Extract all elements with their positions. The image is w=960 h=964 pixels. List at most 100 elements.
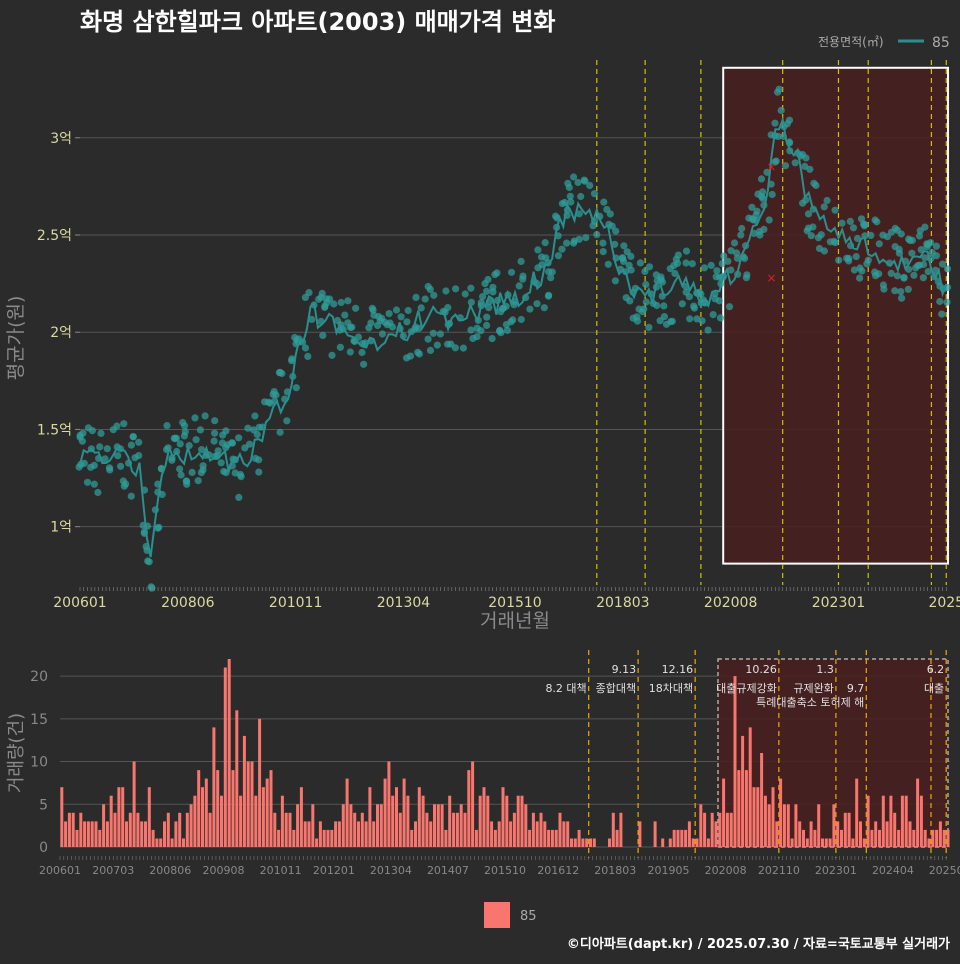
price-point	[558, 245, 566, 253]
price-point	[483, 321, 491, 329]
price-point	[900, 273, 908, 281]
price-point	[424, 335, 432, 343]
volume-bar	[163, 821, 166, 847]
volume-policy-lines	[588, 650, 947, 858]
price-point	[304, 352, 312, 360]
volume-bar	[318, 821, 322, 847]
volume-bar	[935, 829, 939, 847]
volume-bar	[436, 804, 440, 847]
price-point	[604, 260, 612, 268]
volume-x-tick-label: 200703	[92, 864, 134, 877]
volume-x-tick-label: 201510	[484, 864, 526, 877]
price-point	[642, 280, 650, 289]
price-point	[158, 490, 166, 499]
price-markers: ××	[767, 160, 777, 285]
price-outlier-marker: ×	[767, 271, 777, 285]
price-point	[932, 252, 941, 260]
price-point	[831, 206, 839, 214]
volume-bar	[250, 761, 254, 847]
volume-bar	[782, 804, 786, 847]
price-point	[352, 304, 360, 312]
volume-bar	[334, 821, 338, 847]
price-point	[785, 116, 794, 124]
volume-bar	[676, 829, 680, 847]
price-point	[599, 239, 607, 247]
price-y-tick-label: 1억	[50, 520, 72, 536]
price-point	[214, 447, 222, 455]
price-point	[809, 223, 817, 231]
price-point	[858, 267, 866, 275]
price-point	[147, 583, 155, 591]
price-point	[867, 231, 875, 239]
price-point	[939, 260, 947, 268]
price-point	[853, 234, 862, 243]
price-point	[237, 473, 245, 481]
volume-x-tick-label: 201011	[260, 864, 302, 877]
volume-bar	[166, 812, 170, 847]
price-point	[117, 462, 125, 470]
volume-bar	[684, 829, 688, 847]
volume-x-tick-label: 202301	[815, 864, 857, 877]
volume-bar	[756, 787, 760, 847]
price-point	[606, 210, 614, 218]
volume-bar	[938, 821, 942, 847]
volume-bar	[444, 829, 448, 847]
chart-title: 화명 삼한힐파크 아파트(2003) 매매가격 변화	[80, 8, 555, 36]
top-legend-title: 전용면적(㎡)	[818, 35, 884, 49]
volume-bar	[322, 829, 326, 847]
price-x-ticks: 200601 200806 201011 201304 201510 201803 2020…	[53, 587, 960, 611]
price-point	[748, 203, 756, 211]
price-point	[171, 435, 179, 443]
price-point	[459, 344, 467, 352]
volume-bar	[512, 812, 516, 847]
price-point	[388, 323, 397, 331]
price-point	[757, 175, 766, 183]
price-point	[80, 459, 88, 467]
volume-bar	[406, 795, 410, 847]
volume-bar	[767, 804, 771, 847]
volume-x-tick-label: 202110	[758, 864, 800, 877]
volume-x-tick-label: 201201	[313, 864, 355, 877]
volume-bar	[341, 804, 345, 847]
volume-bar	[573, 838, 577, 847]
price-point	[565, 183, 573, 192]
volume-bar	[482, 787, 486, 847]
price-point	[321, 302, 329, 310]
price-point	[255, 456, 263, 464]
volume-bar	[75, 829, 79, 847]
price-point	[733, 249, 741, 257]
volume-bar	[809, 821, 813, 847]
price-point	[255, 468, 263, 476]
volume-bar	[471, 761, 475, 847]
price-point	[467, 284, 475, 292]
price-point	[733, 254, 742, 262]
price-point	[924, 268, 932, 276]
volume-bar	[562, 821, 566, 847]
price-point	[526, 305, 534, 313]
price-point	[627, 252, 635, 260]
footer-credit: ©디아파트(dapt.kr) / 2025.07.30 / 자료=국토교통부 실…	[567, 936, 950, 952]
price-x-tick-label: 201304	[377, 595, 431, 611]
volume-x-tick-label: 201905	[648, 864, 690, 877]
volume-bar	[638, 821, 642, 847]
price-point	[177, 471, 185, 479]
price-point	[417, 304, 425, 312]
volume-bar	[847, 812, 851, 847]
price-point	[424, 282, 432, 291]
volume-bar	[490, 821, 494, 847]
price-point	[337, 298, 345, 307]
volume-bar	[90, 821, 94, 847]
price-x-tick-label: 201803	[596, 595, 649, 611]
volume-bar	[946, 829, 950, 847]
price-point	[336, 343, 344, 351]
volume-bar	[763, 795, 767, 847]
price-point	[385, 310, 393, 318]
price-point	[484, 275, 492, 284]
price-point	[566, 192, 574, 200]
price-point	[897, 230, 905, 238]
price-point	[127, 492, 135, 500]
price-point	[119, 477, 127, 485]
price-point	[570, 173, 578, 181]
volume-x-tick-label: 200806	[149, 864, 191, 877]
